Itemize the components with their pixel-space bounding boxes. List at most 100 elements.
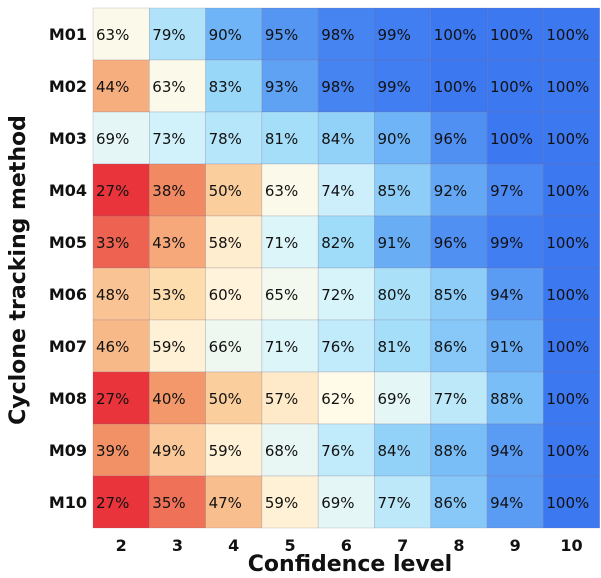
cell-value-label: 100%	[434, 78, 477, 96]
heatmap-cell	[374, 59, 432, 113]
heatmap-cell	[149, 215, 206, 269]
cell-value-label: 53%	[152, 286, 185, 304]
cell-value-label: 100%	[546, 338, 589, 356]
heatmap-cell	[92, 215, 150, 269]
heatmap-cell	[205, 215, 263, 269]
cell-value-label: 46%	[96, 338, 129, 356]
cell-value-label: 84%	[321, 130, 354, 148]
x-tick-label: 7	[397, 536, 408, 555]
cell-value-label: 58%	[209, 234, 242, 252]
cell-value-label: 100%	[490, 130, 533, 148]
cell-value-label: 59%	[265, 494, 298, 512]
cell-value-label: 57%	[265, 390, 298, 408]
heatmap-cell	[149, 423, 206, 477]
y-tick-label: M02	[49, 77, 87, 96]
y-tick-label: M04	[49, 181, 87, 200]
cell-value-label: 100%	[490, 78, 533, 96]
cell-value-label: 81%	[378, 338, 411, 356]
cell-value-label: 85%	[378, 182, 411, 200]
heatmap-cell	[430, 371, 488, 425]
y-tick-label: M07	[49, 337, 87, 356]
heatmap-cell	[543, 423, 601, 477]
x-tick-label: 10	[560, 536, 582, 555]
cell-value-label: 71%	[265, 338, 298, 356]
cell-value-label: 39%	[96, 442, 129, 460]
cell-value-label: 76%	[321, 442, 354, 460]
heatmap-cell	[261, 371, 319, 425]
cell-value-label: 78%	[209, 130, 242, 148]
heatmap-cell	[543, 475, 601, 529]
heatmap-cell	[486, 59, 544, 113]
cell-value-label: 27%	[96, 494, 129, 512]
cell-value-label: 77%	[378, 494, 411, 512]
heatmap-cells: 63% 79% 90% 95% 98% 99% 100% 100% 100% 44% 63% 83% 9…	[92, 7, 601, 529]
heatmap-cell	[543, 371, 601, 425]
cell-value-label: 63%	[152, 78, 185, 96]
cell-value-label: 50%	[209, 182, 242, 200]
cell-value-label: 99%	[490, 234, 523, 252]
cell-value-label: 100%	[546, 442, 589, 460]
cell-value-label: 60%	[209, 286, 242, 304]
cell-value-label: 86%	[434, 494, 467, 512]
x-tick-label: 8	[453, 536, 464, 555]
cell-value-label: 95%	[265, 26, 298, 44]
heatmap-cell	[205, 423, 263, 477]
cell-value-label: 94%	[490, 494, 523, 512]
x-tick-label: 2	[116, 536, 127, 555]
heatmap-cell	[261, 7, 319, 61]
cell-value-label: 40%	[152, 390, 185, 408]
heatmap-cell	[317, 7, 375, 61]
heatmap-cell	[317, 59, 375, 113]
heatmap-cell	[543, 163, 601, 217]
cell-value-label: 35%	[152, 494, 185, 512]
cell-value-label: 79%	[152, 26, 185, 44]
cell-value-label: 100%	[546, 130, 589, 148]
heatmap-cell	[317, 111, 375, 165]
heatmap-cell	[92, 267, 150, 321]
cell-value-label: 100%	[546, 494, 589, 512]
cell-value-label: 69%	[378, 390, 411, 408]
cell-value-label: 88%	[490, 390, 523, 408]
heatmap-cell	[92, 475, 150, 529]
cell-value-label: 69%	[96, 130, 129, 148]
cell-value-label: 83%	[209, 78, 242, 96]
cell-value-label: 82%	[321, 234, 354, 252]
heatmap-cell	[374, 423, 432, 477]
y-tick-label: M01	[49, 25, 87, 44]
cell-value-label: 38%	[152, 182, 185, 200]
cell-value-label: 43%	[152, 234, 185, 252]
cell-value-label: 91%	[490, 338, 523, 356]
heatmap-cell	[486, 163, 544, 217]
heatmap-cell	[261, 475, 319, 529]
heatmap-cell	[543, 215, 601, 269]
cell-value-label: 59%	[209, 442, 242, 460]
heatmap-cell	[92, 59, 150, 113]
cell-value-label: 99%	[378, 26, 411, 44]
heatmap-cell	[205, 111, 263, 165]
cell-value-label: 93%	[265, 78, 298, 96]
heatmap-cell	[149, 319, 206, 373]
cell-value-label: 100%	[546, 390, 589, 408]
cell-value-label: 44%	[96, 78, 129, 96]
cell-value-label: 74%	[321, 182, 354, 200]
cell-value-label: 90%	[378, 130, 411, 148]
cell-value-label: 66%	[209, 338, 242, 356]
cell-value-label: 96%	[434, 234, 467, 252]
y-tick-label: M10	[49, 493, 87, 512]
cell-value-label: 88%	[434, 442, 467, 460]
heatmap-cell	[317, 475, 375, 529]
cell-value-label: 92%	[434, 182, 467, 200]
heatmap-cell	[543, 59, 601, 113]
heatmap-cell	[149, 267, 206, 321]
heatmap-cell	[430, 59, 488, 113]
y-axis-title: Cyclone tracking method	[6, 115, 31, 425]
cell-value-label: 76%	[321, 338, 354, 356]
cell-value-label: 94%	[490, 442, 523, 460]
x-tick-label: 3	[172, 536, 183, 555]
cell-value-label: 47%	[209, 494, 242, 512]
heatmap-cell	[92, 371, 150, 425]
cell-value-label: 84%	[378, 442, 411, 460]
heatmap-cell	[543, 267, 601, 321]
x-axis-title: Confidence level	[248, 552, 452, 577]
heatmap-cell	[374, 371, 432, 425]
